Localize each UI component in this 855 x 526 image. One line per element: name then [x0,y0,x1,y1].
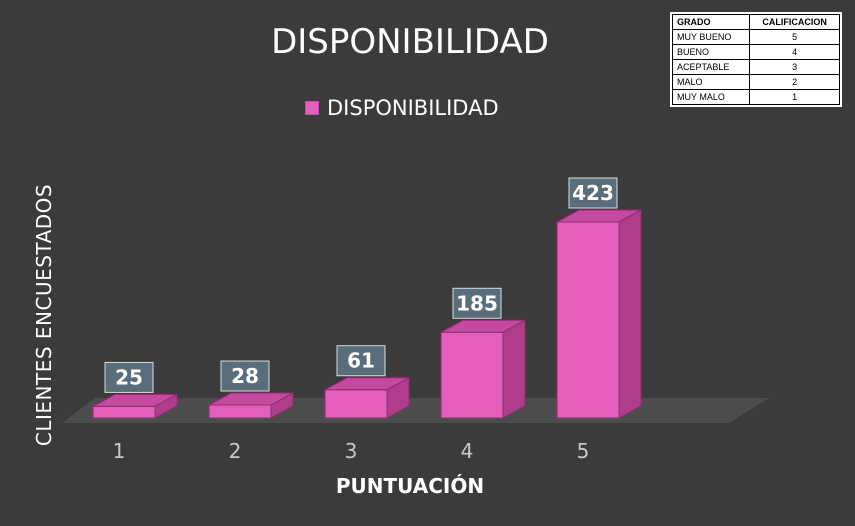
grade-score-cell: 3 [749,59,840,75]
table-row: BUENO 4 [671,44,840,60]
chart-title: DISPONIBILIDAD [271,22,549,62]
data-label-box [336,345,386,377]
grade-score-cell: 2 [749,74,840,90]
bar-front [556,221,620,419]
legend-swatch [305,101,319,115]
data-label: 25 [115,365,143,389]
data-label: 185 [456,291,498,315]
data-label: 423 [572,181,614,205]
bar-side [154,393,178,419]
grade-table-header: CALIFICACION [749,14,840,30]
bar-side [502,319,526,419]
grade-name-cell: ACEPTABLE [671,59,751,75]
table-row: MUY MALO 1 [671,89,840,105]
legend: DISPONIBILIDAD [305,96,499,120]
grade-name-cell: MALO [671,74,751,90]
grade-score-cell: 4 [749,44,840,60]
bar-side [618,209,642,419]
bar-side [270,392,294,419]
grade-score-cell: 1 [749,89,840,105]
grade-name-cell: MUY BUENO [671,29,751,45]
x-tick-label: 1 [113,439,126,463]
grade-table: GRADO CALIFICACION MUY BUENO 5 BUENO 4 A… [670,12,842,107]
bar-front [208,404,272,419]
x-tick-label: 4 [461,439,474,463]
data-label: 28 [231,364,259,388]
table-row: MUY BUENO 5 [671,29,840,45]
bar-front [92,405,156,419]
data-label-box [220,360,270,392]
grade-score-cell: 5 [749,29,840,45]
x-axis-label: PUNTUACIÓN [335,474,485,498]
grade-name-cell: MUY MALO [671,89,751,105]
data-label-box [452,287,502,319]
x-tick-label: 2 [229,439,242,463]
data-label-box [104,361,154,393]
table-row: ACEPTABLE 3 [671,59,840,75]
legend-label: DISPONIBILIDAD [327,96,499,120]
data-label: 61 [347,349,375,373]
bar-front [440,331,504,419]
grade-table-header-row: GRADO CALIFICACION [671,14,840,30]
data-label-box [568,177,618,209]
bar-front [324,389,388,419]
x-tick-label: 3 [345,439,358,463]
grade-table-header: GRADO [671,14,751,30]
x-tick-label: 5 [577,439,590,463]
table-row: MALO 2 [671,74,840,90]
grade-name-cell: BUENO [671,44,751,60]
bar-side [386,376,410,419]
grade-table-grid: GRADO CALIFICACION MUY BUENO 5 BUENO 4 A… [671,14,840,105]
